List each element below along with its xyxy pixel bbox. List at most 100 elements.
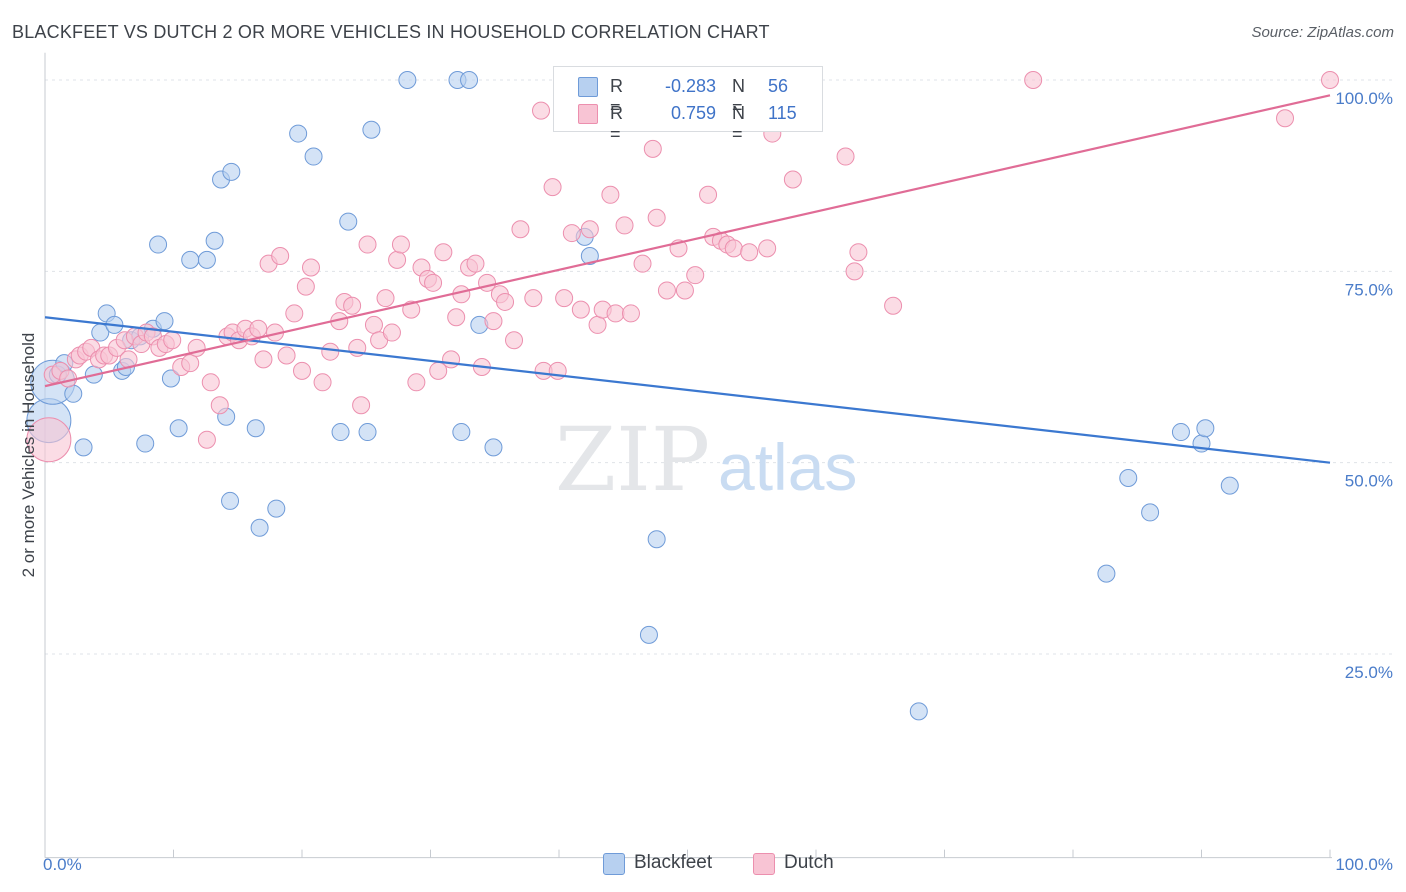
data-point-dutch <box>197 430 216 449</box>
data-point-dutch <box>543 178 562 197</box>
data-point-dutch <box>606 304 625 323</box>
y-tick-label: 25.0% <box>1345 663 1393 682</box>
data-point-dutch <box>210 396 229 415</box>
data-point-dutch <box>724 239 743 258</box>
data-point-dutch <box>580 220 599 239</box>
data-point-dutch <box>26 417 72 463</box>
legend-swatch-blackfeet <box>578 77 598 97</box>
watermark-zip: ZIP <box>555 408 710 511</box>
data-point-blackfeet <box>358 423 377 442</box>
x-tick-label: 100.0% <box>1335 855 1393 874</box>
data-point-blackfeet <box>205 231 224 250</box>
data-point-blackfeet <box>484 438 503 457</box>
data-point-dutch <box>442 350 461 369</box>
data-point-dutch <box>321 342 340 361</box>
data-point-dutch <box>388 250 407 269</box>
data-point-dutch <box>1276 109 1295 128</box>
data-point-dutch <box>434 243 453 262</box>
data-point-dutch <box>364 315 383 334</box>
data-point-blackfeet <box>221 491 240 510</box>
points-blackfeet <box>26 71 1239 721</box>
trend-lines <box>44 94 1331 464</box>
data-point-dutch <box>424 273 443 292</box>
data-point-dutch <box>615 216 634 235</box>
data-point-blackfeet <box>222 162 241 181</box>
data-point-dutch <box>271 247 290 266</box>
data-point-blackfeet <box>362 120 381 139</box>
series-label-blackfeet: Blackfeet <box>634 852 713 873</box>
data-point-dutch <box>601 185 620 204</box>
data-point-dutch <box>555 289 574 308</box>
trend-line-dutch <box>44 94 1331 388</box>
data-point-dutch <box>571 300 590 319</box>
data-point-dutch <box>524 289 543 308</box>
data-point-dutch <box>845 262 864 281</box>
data-point-blackfeet <box>452 423 471 442</box>
data-point-dutch <box>1024 71 1043 89</box>
series-label-dutch: Dutch <box>784 852 834 873</box>
data-point-dutch <box>588 315 607 334</box>
series-swatch-blackfeet <box>603 853 625 875</box>
data-point-dutch <box>621 304 640 323</box>
data-point-blackfeet <box>647 530 666 549</box>
legend-r-value: -0.283 <box>664 76 716 96</box>
y-axis-title: 2 or more Vehicles in Household <box>19 333 38 578</box>
data-point-dutch <box>466 254 485 273</box>
chart-title: BLACKFEET VS DUTCH 2 OR MORE VEHICLES IN… <box>12 22 770 42</box>
data-point-dutch <box>343 296 362 315</box>
legend-r-label: R = <box>610 103 623 144</box>
data-point-dutch <box>884 296 903 315</box>
legend-n-value: 56 <box>768 76 789 96</box>
legend-swatch-dutch <box>578 104 598 124</box>
data-point-dutch <box>201 373 220 392</box>
data-point-blackfeet <box>331 423 350 442</box>
data-point-blackfeet <box>136 434 155 453</box>
watermark-atlas: atlas <box>718 430 857 504</box>
data-point-blackfeet <box>909 702 928 721</box>
data-point-dutch <box>285 304 304 323</box>
data-point-dutch <box>675 281 694 300</box>
watermark: ZIP atlas <box>555 408 857 511</box>
data-point-dutch <box>562 224 581 243</box>
data-point-dutch <box>647 208 666 227</box>
data-point-dutch <box>484 312 503 331</box>
legend: R = -0.283 N = 56 R = 0.759 N = 115 <box>553 66 823 144</box>
y-tick-label: 75.0% <box>1345 280 1393 299</box>
data-point-blackfeet <box>580 247 599 266</box>
data-point-blackfeet <box>639 625 658 644</box>
data-point-blackfeet <box>339 212 358 231</box>
legend-n-label: N = <box>732 76 745 117</box>
data-point-dutch <box>181 354 200 373</box>
data-point-dutch <box>657 281 676 300</box>
data-point-dutch <box>296 277 315 296</box>
data-point-dutch <box>496 292 515 311</box>
points-dutch <box>26 71 1339 463</box>
data-point-dutch <box>391 235 410 254</box>
data-point-blackfeet <box>289 124 308 143</box>
data-point-dutch <box>511 220 530 239</box>
data-point-dutch <box>699 185 718 204</box>
data-point-blackfeet <box>1097 564 1116 583</box>
source-label: Source: ZipAtlas.com <box>1251 24 1394 41</box>
data-point-blackfeet <box>1220 476 1239 495</box>
data-point-dutch <box>293 361 311 380</box>
data-point-blackfeet <box>1141 503 1160 522</box>
data-point-dutch <box>633 254 652 273</box>
data-point-blackfeet <box>460 71 479 89</box>
data-point-blackfeet <box>1196 419 1215 438</box>
data-point-blackfeet <box>1171 423 1190 442</box>
data-point-blackfeet <box>197 250 216 269</box>
data-point-dutch <box>301 258 320 277</box>
axis-labels: 2 or more Vehicles in Household 25.0% 50.… <box>19 89 1393 874</box>
data-point-blackfeet <box>155 312 174 331</box>
data-point-dutch <box>686 266 705 285</box>
data-point-dutch <box>643 139 662 158</box>
data-point-blackfeet <box>1119 468 1138 487</box>
data-point-dutch <box>836 147 855 166</box>
data-point-blackfeet <box>64 384 83 403</box>
data-point-blackfeet <box>161 369 180 388</box>
data-point-blackfeet <box>304 147 323 166</box>
data-point-dutch <box>407 373 426 392</box>
data-point-dutch <box>382 323 401 342</box>
